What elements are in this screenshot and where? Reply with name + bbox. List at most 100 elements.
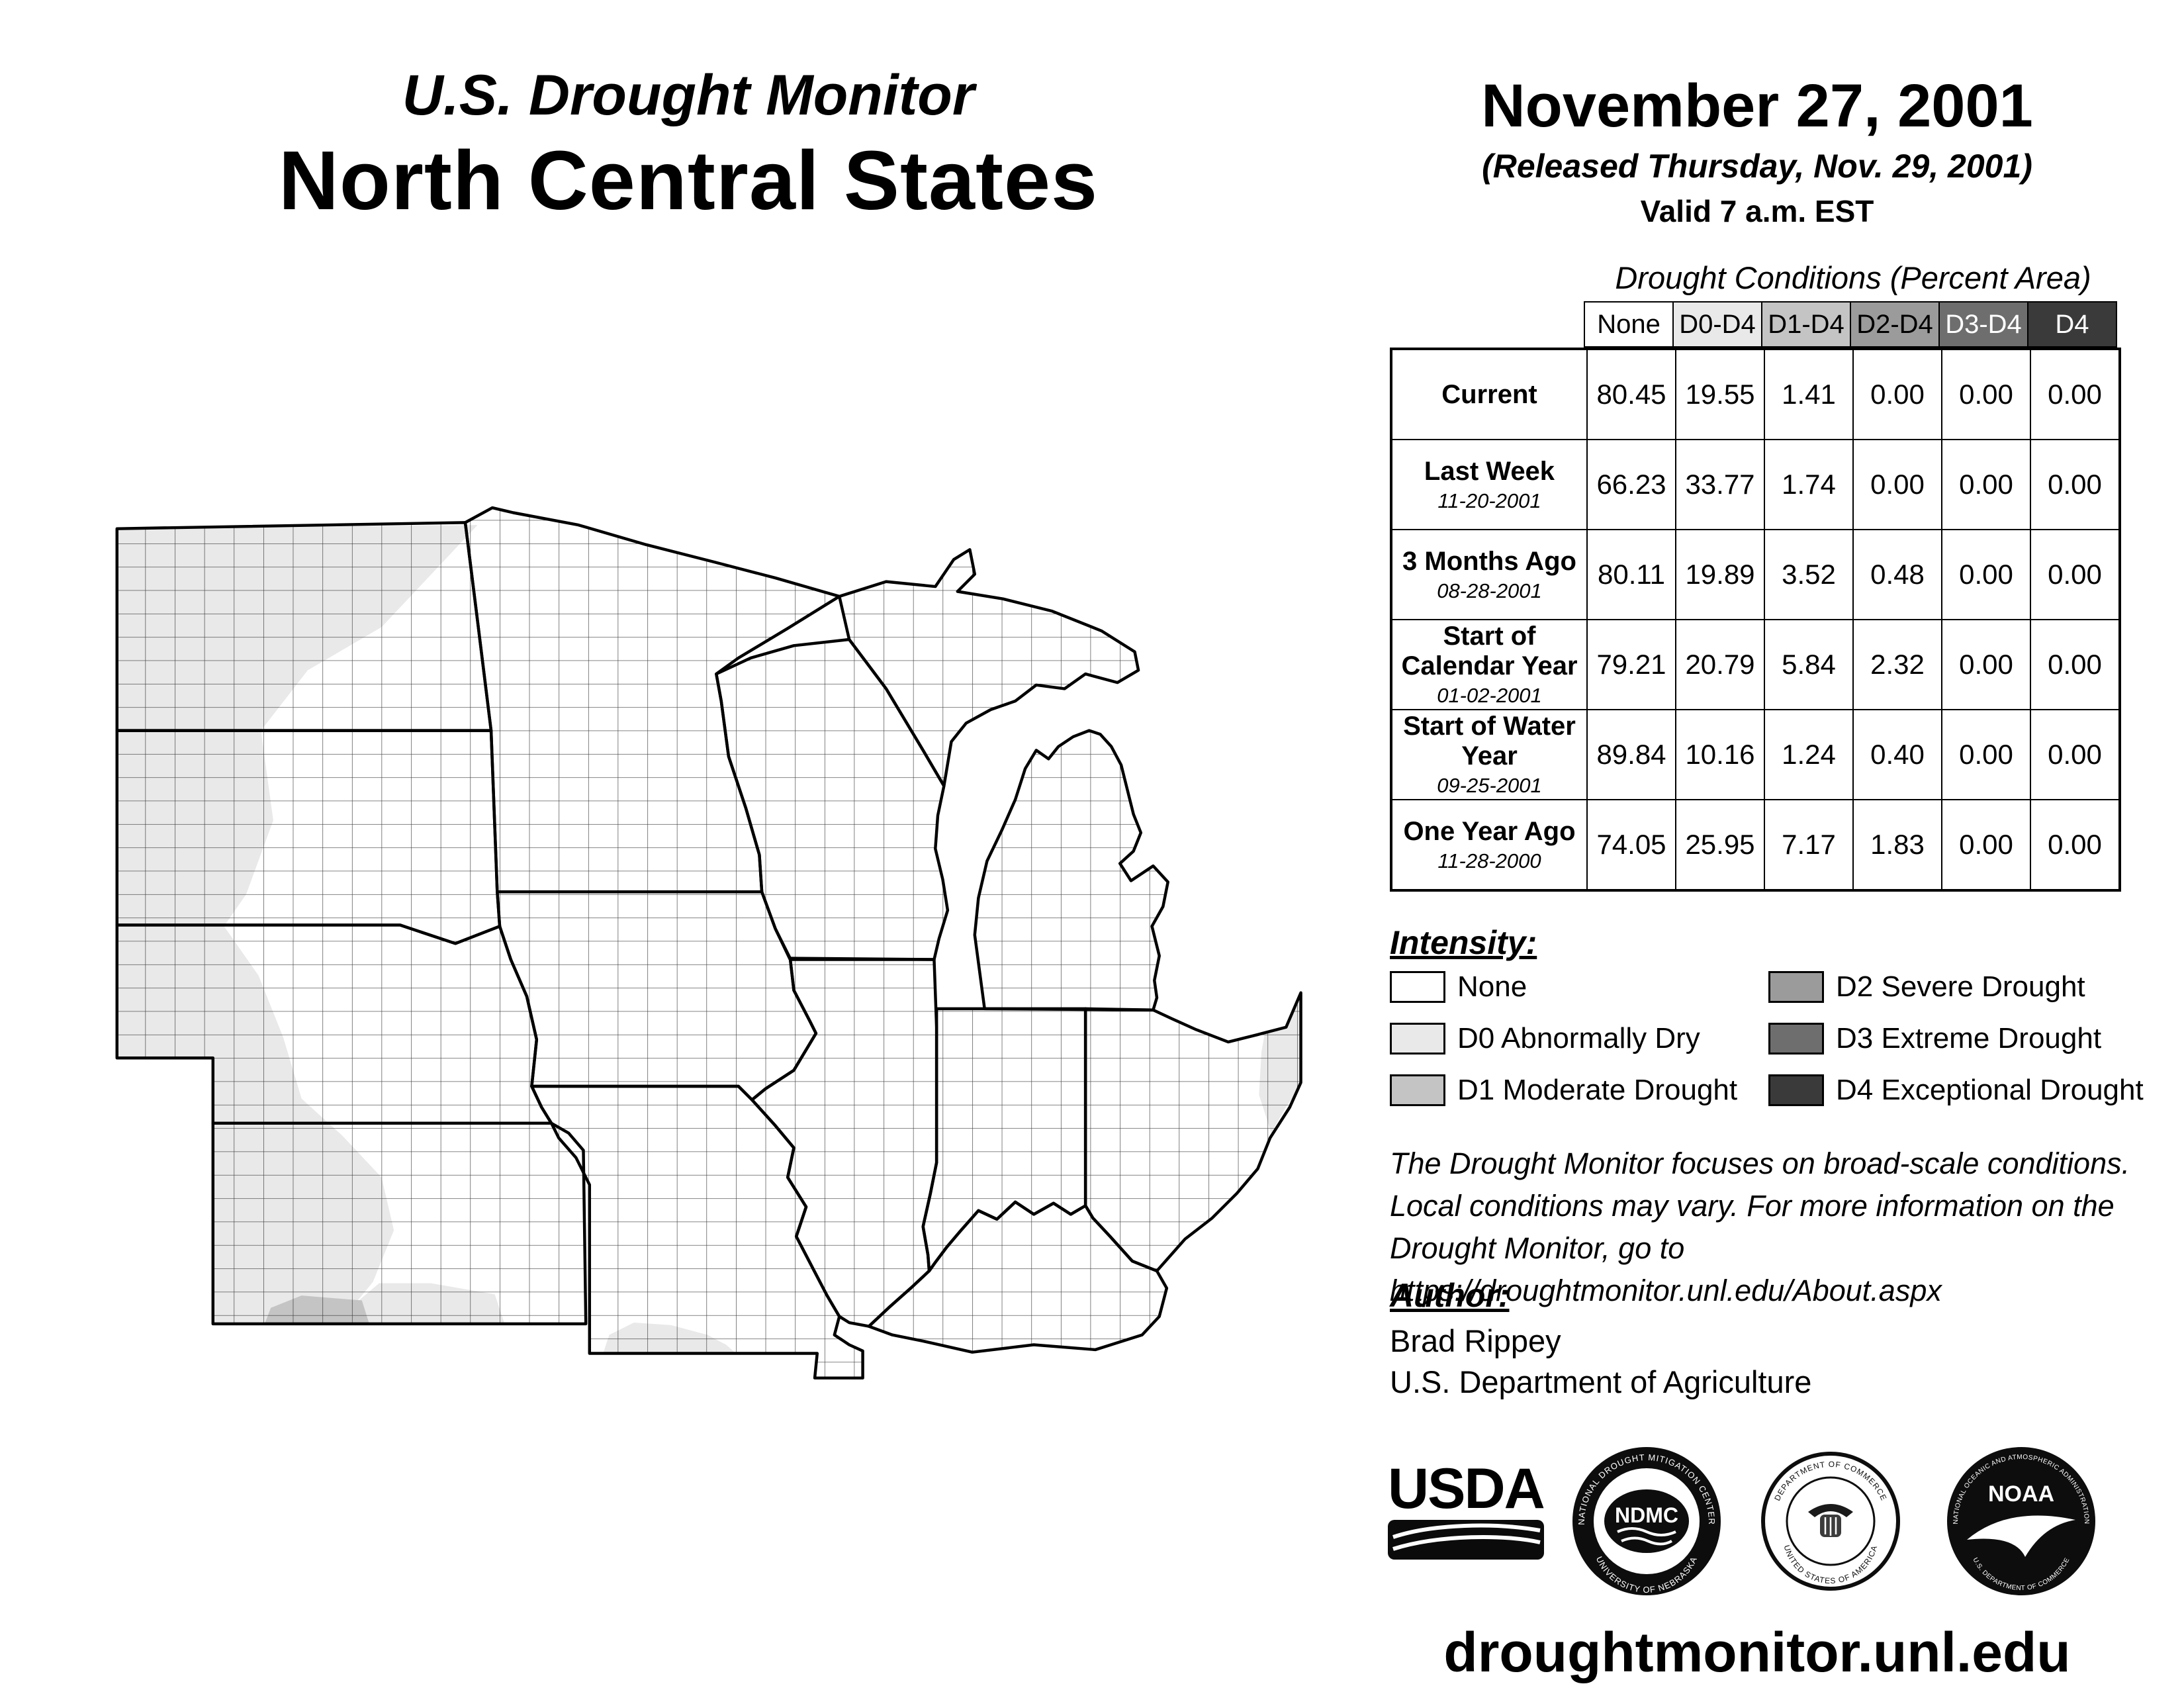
author-heading: Author: [1390, 1277, 1510, 1314]
author-organization: U.S. Department of Agriculture [1390, 1364, 1812, 1399]
value-cell: 80.11 [1587, 530, 1676, 620]
legend-item-d2: D2 Severe Drought [1768, 970, 2085, 1004]
value-cell: 1.24 [1764, 710, 1853, 800]
row-label: Start of Calendar Year [1401, 622, 1578, 681]
legend-item-d0: D0 Abnormally Dry [1390, 1022, 1700, 1055]
legend-item-none: None [1390, 970, 1527, 1004]
value-cell: 0.40 [1853, 710, 1942, 800]
footer-url: droughtmonitor.unl.edu [1443, 1621, 2071, 1683]
value-cell: 19.89 [1676, 530, 1764, 620]
legend-swatch-d2 [1768, 971, 1824, 1003]
row-label-one-year-ago: One Year Ago 11-28-2000 [1392, 800, 1587, 890]
row-sublabel: 01-02-2001 [1437, 683, 1542, 707]
value-cell: 0.00 [2030, 350, 2119, 440]
usda-logo: USDA [1388, 1457, 1545, 1560]
value-cell: 0.00 [1853, 440, 1942, 530]
doc-eagle-emblem [1808, 1504, 1853, 1537]
legend-label: None [1457, 970, 1527, 1003]
value-cell: 0.00 [1942, 800, 2030, 890]
value-cell: 7.17 [1764, 800, 1853, 890]
county-grid [116, 508, 1301, 1378]
legend-label: D1 Moderate Drought [1457, 1074, 1738, 1106]
legend-swatch-none [1390, 971, 1445, 1003]
noaa-logo: NATIONAL OCEANIC AND ATMOSPHERIC ADMINIS… [1947, 1447, 2095, 1595]
value-cell: 2.32 [1853, 620, 1942, 710]
legend-label: D3 Extreme Drought [1836, 1022, 2102, 1055]
column-header-d1d4: D1-D4 [1761, 301, 1851, 348]
disclaimer-text: The Drought Monitor focuses on broad-sca… [1390, 1143, 2184, 1312]
report-date: November 27, 2001 [1481, 72, 2033, 140]
value-cell: 1.74 [1764, 440, 1853, 530]
drought-table: Current 80.45 19.55 1.41 0.00 0.00 0.00 … [1390, 348, 2121, 892]
value-cell: 0.48 [1853, 530, 1942, 620]
disclaimer-line: The Drought Monitor focuses on broad-sca… [1390, 1147, 2130, 1180]
row-label: Last Week [1424, 456, 1555, 486]
table-corner-blank [1390, 301, 1585, 348]
legend-swatch-d0 [1390, 1023, 1445, 1055]
report-supertitle: U.S. Drought Monitor [402, 64, 975, 127]
value-cell: 0.00 [1942, 350, 2030, 440]
value-cell: 0.00 [2030, 800, 2119, 890]
legend-label: D0 Abnormally Dry [1457, 1022, 1700, 1055]
value-cell: 25.95 [1676, 800, 1764, 890]
row-label: Current [1441, 379, 1537, 409]
table-title: Drought Conditions (Percent Area) [1615, 260, 2091, 295]
column-header-none: None [1584, 301, 1674, 348]
value-cell: 20.79 [1676, 620, 1764, 710]
value-cell: 33.77 [1676, 440, 1764, 530]
row-label-3-months-ago: 3 Months Ago 08-28-2001 [1392, 530, 1587, 620]
noaa-bird-icon [1967, 1515, 2075, 1557]
value-cell: 66.23 [1587, 440, 1676, 530]
disclaimer-line: Drought Monitor, go to https://droughtmo… [1390, 1231, 1942, 1307]
legend-item-d4: D4 Exceptional Drought [1768, 1074, 2144, 1107]
legend-item-d3: D3 Extreme Drought [1768, 1022, 2101, 1055]
value-cell: 0.00 [1942, 530, 2030, 620]
release-date: (Released Thursday, Nov. 29, 2001) [1482, 148, 2032, 185]
legend-swatch-d1 [1390, 1074, 1445, 1106]
legend-label: D4 Exceptional Drought [1836, 1074, 2144, 1106]
value-cell: 0.00 [2030, 620, 2119, 710]
drought-table-header: None D0-D4 D1-D4 D2-D4 D3-D4 D4 [1390, 301, 2117, 348]
page-title: North Central States [278, 134, 1099, 227]
value-cell: 1.41 [1764, 350, 1853, 440]
legend-label: D2 Severe Drought [1836, 970, 2085, 1003]
value-cell: 0.00 [1942, 710, 2030, 800]
value-cell: 1.83 [1853, 800, 1942, 890]
row-sublabel: 11-20-2001 [1437, 489, 1541, 512]
value-cell: 3.52 [1764, 530, 1853, 620]
row-sublabel: 08-28-2001 [1437, 579, 1542, 602]
column-header-d2d4: D2-D4 [1850, 301, 1940, 348]
ndmc-wordmark: NDMC [1615, 1503, 1678, 1527]
legend-swatch-d3 [1768, 1023, 1824, 1055]
drought-map [86, 473, 1317, 1384]
row-sublabel: 11-28-2000 [1437, 849, 1541, 872]
row-label-start-calendar-year: Start of Calendar Year 01-02-2001 [1392, 620, 1587, 710]
legend-item-d1: D1 Moderate Drought [1390, 1074, 1737, 1107]
value-cell: 0.00 [2030, 530, 2119, 620]
row-label-start-water-year: Start of Water Year 09-25-2001 [1392, 710, 1587, 800]
row-label: 3 Months Ago [1402, 546, 1576, 576]
author-name: Brad Rippey [1390, 1323, 1561, 1358]
value-cell: 19.55 [1676, 350, 1764, 440]
row-label-current: Current [1392, 350, 1587, 440]
value-cell: 74.05 [1587, 800, 1676, 890]
column-header-d0d4: D0-D4 [1672, 301, 1762, 348]
row-sublabel: 09-25-2001 [1437, 773, 1542, 797]
column-header-d3d4: D3-D4 [1938, 301, 2028, 348]
value-cell: 0.00 [2030, 710, 2119, 800]
value-cell: 10.16 [1676, 710, 1764, 800]
value-cell: 0.00 [2030, 440, 2119, 530]
map-fill-layer [116, 508, 1301, 1378]
value-cell: 79.21 [1587, 620, 1676, 710]
value-cell: 0.00 [1853, 350, 1942, 440]
value-cell: 0.00 [1942, 620, 2030, 710]
legend-title: Intensity: [1390, 924, 1537, 961]
disclaimer-line: Local conditions may vary. For more info… [1390, 1188, 2115, 1223]
commerce-seal-logo: DEPARTMENT OF COMMERCE UNITED STATES OF … [1761, 1452, 1900, 1591]
valid-time: Valid 7 a.m. EST [1640, 194, 1874, 228]
row-label-last-week: Last Week 11-20-2001 [1392, 440, 1587, 530]
ndmc-logo: NATIONAL DROUGHT MITIGATION CENTER UNIVE… [1572, 1447, 1721, 1595]
row-label: One Year Ago [1403, 816, 1576, 846]
legend-swatch-d4 [1768, 1074, 1824, 1106]
value-cell: 5.84 [1764, 620, 1853, 710]
